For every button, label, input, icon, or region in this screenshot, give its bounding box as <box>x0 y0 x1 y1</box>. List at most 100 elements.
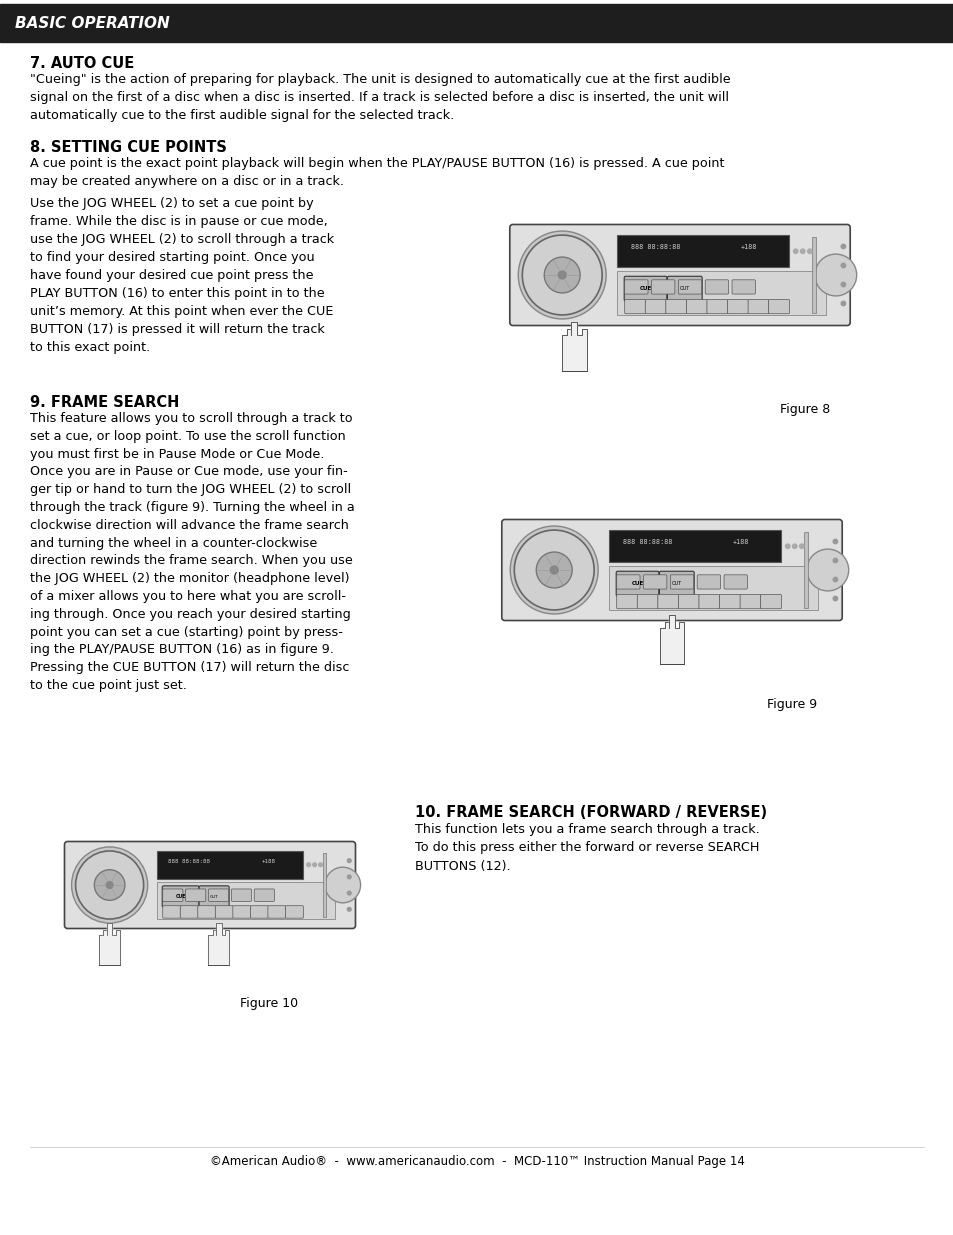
Text: Figure 9: Figure 9 <box>766 698 817 710</box>
Polygon shape <box>668 615 675 629</box>
FancyBboxPatch shape <box>643 574 666 589</box>
Bar <box>803 532 807 608</box>
Bar <box>811 237 816 312</box>
FancyBboxPatch shape <box>285 905 303 918</box>
Circle shape <box>832 597 837 600</box>
Polygon shape <box>561 326 586 370</box>
Polygon shape <box>208 927 229 966</box>
FancyBboxPatch shape <box>731 280 755 294</box>
FancyBboxPatch shape <box>768 300 789 314</box>
FancyBboxPatch shape <box>667 277 701 301</box>
FancyBboxPatch shape <box>651 280 674 294</box>
Circle shape <box>841 283 844 287</box>
Circle shape <box>347 892 351 895</box>
FancyBboxPatch shape <box>740 594 760 609</box>
Circle shape <box>800 249 804 253</box>
Circle shape <box>807 249 811 253</box>
Circle shape <box>832 577 837 582</box>
Text: +188: +188 <box>732 540 748 546</box>
FancyBboxPatch shape <box>233 905 251 918</box>
FancyBboxPatch shape <box>699 594 719 609</box>
Circle shape <box>347 908 351 911</box>
Text: 888 88:88:88: 888 88:88:88 <box>168 860 210 864</box>
FancyBboxPatch shape <box>678 594 699 609</box>
Polygon shape <box>659 620 683 664</box>
Polygon shape <box>107 924 112 935</box>
Text: OUT: OUT <box>679 287 689 291</box>
FancyBboxPatch shape <box>509 225 849 326</box>
Text: 888 88:88:88: 888 88:88:88 <box>622 540 672 546</box>
Text: 8. SETTING CUE POINTS: 8. SETTING CUE POINTS <box>30 140 227 156</box>
FancyBboxPatch shape <box>719 594 740 609</box>
FancyBboxPatch shape <box>199 885 229 908</box>
FancyBboxPatch shape <box>268 905 286 918</box>
FancyBboxPatch shape <box>637 594 658 609</box>
FancyBboxPatch shape <box>231 889 252 902</box>
FancyBboxPatch shape <box>665 300 686 314</box>
Circle shape <box>558 270 566 279</box>
Text: This feature allows you to scroll through a track to
set a cue, or loop point. T: This feature allows you to scroll throug… <box>30 412 355 692</box>
Text: A cue point is the exact point playback will begin when the PLAY/PAUSE BUTTON (1: A cue point is the exact point playback … <box>30 157 723 188</box>
Circle shape <box>550 566 558 574</box>
Polygon shape <box>571 321 577 335</box>
FancyBboxPatch shape <box>162 885 199 908</box>
FancyBboxPatch shape <box>760 594 781 609</box>
Bar <box>617 272 825 315</box>
FancyBboxPatch shape <box>215 905 233 918</box>
FancyBboxPatch shape <box>501 520 841 620</box>
Circle shape <box>318 863 322 867</box>
Circle shape <box>832 558 837 563</box>
Circle shape <box>544 257 579 293</box>
Circle shape <box>784 545 789 548</box>
Bar <box>0 4 953 42</box>
Circle shape <box>517 231 605 319</box>
Bar <box>617 235 788 268</box>
Text: CUE: CUE <box>631 582 643 587</box>
Circle shape <box>521 235 601 315</box>
Circle shape <box>814 254 856 296</box>
FancyBboxPatch shape <box>685 300 706 314</box>
Text: +188: +188 <box>261 860 275 864</box>
Circle shape <box>792 545 796 548</box>
Bar <box>322 852 326 918</box>
Text: "Cueing" is the action of preparing for playback. The unit is designed to automa: "Cueing" is the action of preparing for … <box>30 73 730 122</box>
Text: OUT: OUT <box>210 894 218 899</box>
Circle shape <box>307 863 310 867</box>
Circle shape <box>510 526 598 614</box>
Circle shape <box>106 882 112 888</box>
Circle shape <box>71 847 148 923</box>
FancyBboxPatch shape <box>209 889 229 902</box>
Text: ©American Audio®  -  www.americanaudio.com  -  MCD-110™ Instruction Manual Page : ©American Audio® - www.americanaudio.com… <box>210 1155 743 1168</box>
Circle shape <box>536 552 572 588</box>
FancyBboxPatch shape <box>253 889 274 902</box>
FancyBboxPatch shape <box>163 905 180 918</box>
Circle shape <box>799 545 803 548</box>
Text: 10. FRAME SEARCH (FORWARD / REVERSE): 10. FRAME SEARCH (FORWARD / REVERSE) <box>415 805 766 820</box>
Text: This function lets you a frame search through a track.
To do this press either t: This function lets you a frame search th… <box>415 823 759 873</box>
Text: 888 88:88:88: 888 88:88:88 <box>630 245 679 251</box>
Circle shape <box>841 245 844 248</box>
Circle shape <box>806 550 848 590</box>
Text: OUT: OUT <box>671 582 681 587</box>
Text: Figure 10: Figure 10 <box>240 998 297 1010</box>
Circle shape <box>94 869 125 900</box>
FancyBboxPatch shape <box>250 905 268 918</box>
FancyBboxPatch shape <box>616 574 639 589</box>
Text: 7. AUTO CUE: 7. AUTO CUE <box>30 56 134 70</box>
Bar <box>609 566 818 610</box>
Text: Use the JOG WHEEL (2) to set a cue point by
frame. While the disc is in pause or: Use the JOG WHEEL (2) to set a cue point… <box>30 198 334 354</box>
FancyBboxPatch shape <box>697 574 720 589</box>
Polygon shape <box>99 927 120 966</box>
Text: BASIC OPERATION: BASIC OPERATION <box>15 16 170 31</box>
Polygon shape <box>216 924 221 935</box>
FancyBboxPatch shape <box>197 905 215 918</box>
FancyBboxPatch shape <box>624 280 647 294</box>
Circle shape <box>514 530 594 610</box>
Circle shape <box>313 863 316 867</box>
Text: 9. FRAME SEARCH: 9. FRAME SEARCH <box>30 395 179 410</box>
FancyBboxPatch shape <box>659 572 694 597</box>
Bar <box>609 530 780 562</box>
FancyBboxPatch shape <box>616 594 637 609</box>
FancyBboxPatch shape <box>624 300 645 314</box>
Circle shape <box>841 263 844 268</box>
